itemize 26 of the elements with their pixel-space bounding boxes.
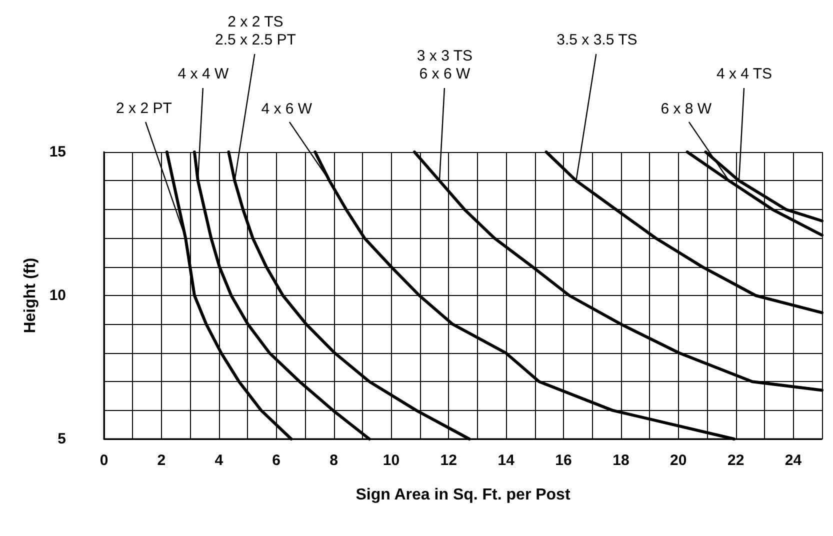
x-tick-label: 18 xyxy=(612,452,630,469)
x-tick-label: 24 xyxy=(784,452,802,469)
y-axis-title: Height (ft) xyxy=(22,258,39,334)
text: 2 x 2 PT xyxy=(116,100,172,117)
text: 4 x 4 W xyxy=(178,66,230,83)
text: 3.5 x 3.5 TS xyxy=(556,32,638,49)
text: 4 x 4 TS xyxy=(716,66,772,83)
x-tick-label: 2 xyxy=(157,452,166,469)
x-tick-label: 14 xyxy=(498,452,516,469)
x-tick-label: 10 xyxy=(382,452,400,469)
y-tick-label: 10 xyxy=(49,287,66,304)
text: 3 x 3 TS 6 x 6 W xyxy=(416,48,473,83)
y-tick-label: 5 xyxy=(58,430,66,448)
x-tick-label: 0 xyxy=(100,452,108,469)
x-axis-title: Sign Area in Sq. Ft. per Post xyxy=(356,486,571,504)
x-tick-label: 8 xyxy=(330,452,338,469)
x-tick-label: 16 xyxy=(555,452,572,469)
x-tick-label: 20 xyxy=(670,452,687,469)
x-tick-label: 4 xyxy=(214,452,224,469)
text: 2 x 2 TS 2.5 x 2.5 PT xyxy=(215,14,296,49)
x-tick-label: 12 xyxy=(440,452,457,469)
text: 6 x 8 W xyxy=(660,100,712,118)
y-tick-label: 15 xyxy=(49,144,66,160)
x-tick-label: 6 xyxy=(272,452,280,469)
x-tick-label: 22 xyxy=(727,452,744,469)
text: 4 x 6 W xyxy=(261,100,313,118)
